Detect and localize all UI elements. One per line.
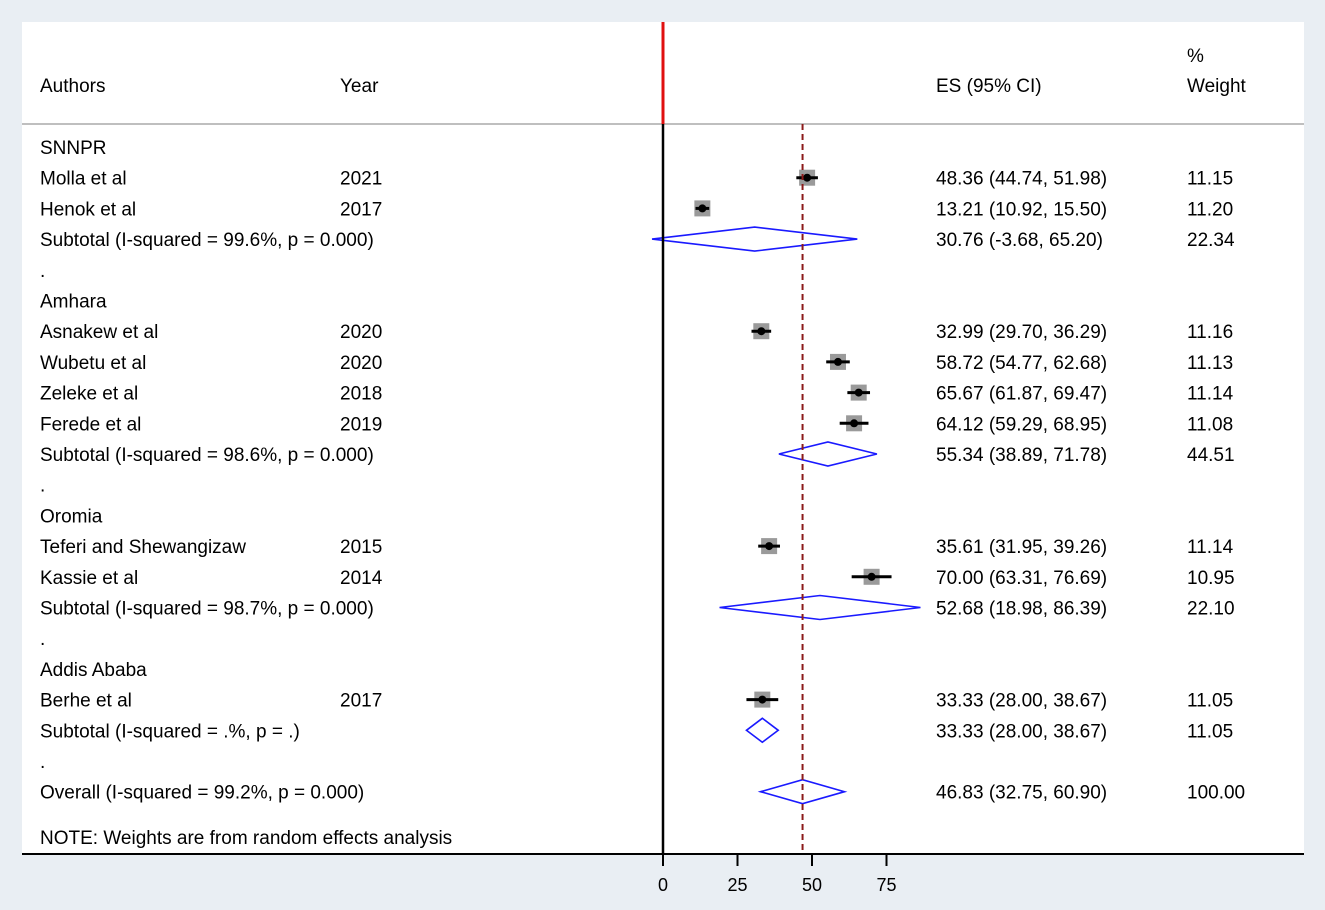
study-label: Zeleke et al <box>40 384 138 405</box>
weight-text: 100.00 <box>1187 783 1245 804</box>
subtotal-label: Subtotal (I-squared = 98.6%, p = 0.000) <box>40 445 374 466</box>
study-year: 2020 <box>340 322 382 343</box>
study-label: Henok et al <box>40 199 136 220</box>
study-label: Berhe et al <box>40 691 132 712</box>
subtotal-diamond <box>745 717 780 744</box>
rows-layer: SNNPR Molla et al 2021 48.36 (44.74, 51.98)… <box>40 124 1245 854</box>
x-tick-label: 75 <box>876 875 896 895</box>
x-tick-label: 0 <box>658 875 668 895</box>
effect-size-text: 65.67 (61.87, 69.47) <box>936 384 1107 405</box>
study-year: 2015 <box>340 537 382 558</box>
header-es: ES (95% CI) <box>936 76 1042 97</box>
x-axis: 0 25 50 75 <box>658 853 897 895</box>
study-label: Teferi and Shewangizaw <box>40 537 246 558</box>
weight-text: 11.08 <box>1187 414 1233 435</box>
subtotal-label: Subtotal (I-squared = .%, p = .) <box>40 721 300 742</box>
study-year: 2020 <box>340 353 382 374</box>
overall-diamond <box>757 778 848 805</box>
study-year: 2017 <box>340 691 382 712</box>
effect-size-text: 46.83 (32.75, 60.90) <box>936 783 1107 804</box>
study-label: Asnakew et al <box>40 322 158 343</box>
weight-text: 22.34 <box>1187 230 1235 251</box>
study-year: 2021 <box>340 169 382 190</box>
effect-size-text: 13.21 (10.92, 15.50) <box>936 199 1107 220</box>
subtotal-diamond <box>778 441 878 467</box>
study-label: Ferede et al <box>40 414 141 435</box>
subtotal-label: Subtotal (I-squared = 98.7%, p = 0.000) <box>40 599 374 620</box>
header-authors: Authors <box>40 76 105 97</box>
group-label: SNNPR <box>40 138 107 159</box>
spacer-label: . <box>40 476 45 497</box>
point-estimate <box>850 419 859 428</box>
point-estimate <box>854 388 863 397</box>
point-estimate <box>757 327 766 336</box>
point-estimate <box>698 204 707 213</box>
weight-text: 11.05 <box>1187 721 1233 742</box>
weight-text: 11.05 <box>1187 691 1233 712</box>
spacer-label: . <box>40 629 45 650</box>
header-year: Year <box>340 76 379 97</box>
weight-text: 11.14 <box>1187 537 1234 558</box>
effect-size-text: 70.00 (63.31, 76.69) <box>936 568 1107 589</box>
point-estimate <box>833 357 842 366</box>
subtotal-label: Subtotal (I-squared = 99.6%, p = 0.000) <box>40 230 374 251</box>
header-weight-percent: % <box>1187 46 1204 67</box>
footnote: NOTE: Weights are from random effects an… <box>40 828 452 849</box>
point-estimate <box>765 542 774 551</box>
study-label: Molla et al <box>40 169 127 190</box>
point-estimate <box>867 572 876 581</box>
weight-text: 11.15 <box>1187 169 1233 190</box>
effect-size-text: 33.33 (28.00, 38.67) <box>936 691 1107 712</box>
study-label: Wubetu et al <box>40 353 146 374</box>
group-label: Oromia <box>40 506 103 527</box>
weight-text: 22.10 <box>1187 599 1235 620</box>
spacer-label: . <box>40 752 45 773</box>
weight-text: 11.14 <box>1187 384 1234 405</box>
spacer-label: . <box>40 261 45 282</box>
effect-size-text: 58.72 (54.77, 62.68) <box>936 353 1107 374</box>
point-estimate <box>803 173 812 182</box>
subtotal-diamond <box>719 594 921 621</box>
study-label: Kassie et al <box>40 568 138 589</box>
effect-size-text: 30.76 (-3.68, 65.20) <box>936 230 1103 251</box>
group-label: Addis Ababa <box>40 660 147 681</box>
study-year: 2018 <box>340 384 382 405</box>
effect-size-text: 33.33 (28.00, 38.67) <box>936 721 1107 742</box>
weight-text: 11.13 <box>1187 353 1233 374</box>
effect-size-text: 35.61 (31.95, 39.26) <box>936 537 1107 558</box>
weight-text: 11.16 <box>1187 322 1233 343</box>
study-year: 2014 <box>340 568 383 589</box>
point-estimate <box>758 695 767 704</box>
group-label: Amhara <box>40 292 107 313</box>
effect-size-text: 52.68 (18.98, 86.39) <box>936 599 1107 620</box>
subtotal-diamond <box>651 226 858 252</box>
x-tick-label: 25 <box>727 875 747 895</box>
overall-label: Overall (I-squared = 99.2%, p = 0.000) <box>40 783 364 804</box>
weight-text: 10.95 <box>1187 568 1235 589</box>
effect-size-text: 64.12 (59.29, 68.95) <box>936 414 1107 435</box>
header-weight: Weight <box>1187 76 1247 97</box>
study-year: 2017 <box>340 199 382 220</box>
effect-size-text: 32.99 (29.70, 36.29) <box>936 322 1107 343</box>
weight-text: 11.20 <box>1187 199 1233 220</box>
weight-text: 44.51 <box>1187 445 1235 466</box>
study-year: 2019 <box>340 414 382 435</box>
x-tick-label: 50 <box>802 875 822 895</box>
effect-size-text: 55.34 (38.89, 71.78) <box>936 445 1107 466</box>
effect-size-text: 48.36 (44.74, 51.98) <box>936 169 1107 190</box>
